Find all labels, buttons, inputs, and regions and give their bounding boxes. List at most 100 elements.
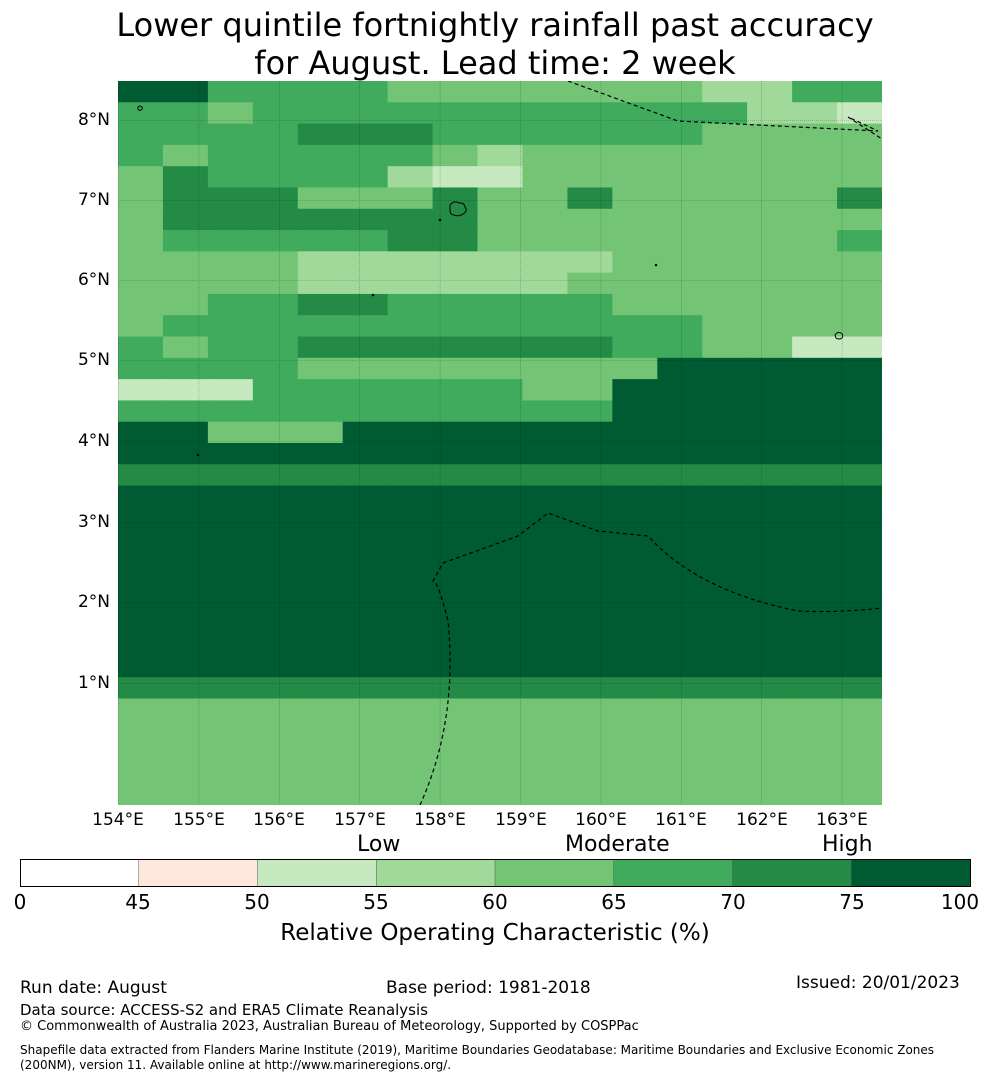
map-cell (612, 81, 658, 103)
map-cell (792, 506, 838, 529)
map-cell (567, 443, 613, 465)
map-cell (792, 123, 838, 146)
map-cell (657, 336, 703, 359)
map-cell (297, 549, 344, 572)
map-cell (522, 719, 569, 742)
map-cell (118, 634, 164, 657)
map-cell (477, 655, 524, 678)
map-cell (342, 485, 389, 508)
map-cell (567, 272, 613, 295)
map-cell (612, 357, 658, 380)
map-cell (207, 698, 254, 721)
map-cell (387, 464, 434, 487)
map-cell (207, 592, 254, 614)
map-cell (432, 783, 479, 805)
map-cell (432, 230, 479, 252)
map-cell (657, 677, 703, 700)
colorbar-tick-50: 50 (244, 890, 270, 914)
map-cell (477, 719, 524, 742)
map-cell (612, 762, 658, 785)
map-cell (477, 634, 524, 657)
map-cell (207, 741, 254, 764)
map-cell (657, 762, 703, 785)
map-cell (162, 613, 209, 636)
map-cell (612, 613, 658, 636)
map-cell (297, 251, 344, 274)
map-cell (477, 144, 524, 167)
map-cell (118, 570, 164, 593)
colorbar-tick-75: 75 (839, 890, 865, 914)
map-cell (612, 506, 658, 529)
map-cell (657, 719, 703, 742)
map-cell (162, 208, 209, 231)
map-cell (522, 570, 569, 593)
map-cell (162, 144, 209, 167)
map-cell (207, 485, 254, 508)
map-cell (702, 208, 748, 231)
map-cell (387, 123, 434, 146)
map-cell (118, 187, 164, 210)
map-cell (207, 549, 254, 572)
map-cell (702, 485, 748, 508)
map-cell (118, 549, 164, 572)
map-cell (747, 230, 793, 252)
island-dot-3 (371, 293, 375, 297)
map-cell (522, 272, 569, 295)
map-cell (792, 251, 838, 274)
map-cell (252, 187, 299, 210)
category-high: High (822, 832, 873, 857)
map-cell (252, 464, 299, 487)
map-cell (702, 230, 748, 252)
colorbar-segment (732, 859, 852, 887)
map-cell (432, 719, 479, 742)
map-cell (837, 698, 882, 721)
map-cell (657, 187, 703, 210)
map-cell (387, 208, 434, 231)
map-cell (342, 400, 389, 423)
shapefile-credit-2: (200NM), version 11. Available online at… (20, 1058, 452, 1072)
map-cell (657, 485, 703, 508)
map-cell (792, 634, 838, 657)
map-cell (342, 166, 389, 189)
map-cell (657, 400, 703, 423)
map-cell (477, 549, 524, 572)
map-cell (252, 549, 299, 572)
map-cell (612, 336, 658, 359)
map-cell (252, 144, 299, 167)
map-cell (387, 144, 434, 167)
map-cell (432, 592, 479, 614)
map-cell (612, 485, 658, 508)
island-dot-2 (654, 263, 658, 267)
map-cell (792, 762, 838, 785)
island-dot-4 (196, 453, 200, 457)
map-cell (747, 506, 793, 529)
map-cell (342, 421, 389, 444)
map-cell (657, 783, 703, 805)
map-cell (118, 336, 164, 359)
map-cell (747, 719, 793, 742)
map-cell (252, 528, 299, 551)
map-cell (702, 762, 748, 785)
colorbar-segment (851, 859, 971, 887)
map-cell (702, 506, 748, 529)
colorbar-tick-60: 60 (482, 890, 508, 914)
map-cell (792, 421, 838, 444)
map-cell (252, 698, 299, 721)
map-cell (387, 634, 434, 657)
map-cell (432, 613, 479, 636)
map-cell (207, 634, 254, 657)
map-cell (747, 336, 793, 359)
map-cell (837, 719, 882, 742)
map-cell (837, 528, 882, 551)
map-cell (702, 315, 748, 338)
map-cell (792, 464, 838, 487)
map-cell (702, 251, 748, 274)
map-cell (297, 719, 344, 742)
map-cell (118, 783, 164, 805)
map-cell (657, 613, 703, 636)
map-cell (567, 421, 613, 444)
map-cell (432, 187, 479, 210)
map-cell (387, 719, 434, 742)
map-cell (567, 762, 613, 785)
map-cell (342, 208, 389, 231)
